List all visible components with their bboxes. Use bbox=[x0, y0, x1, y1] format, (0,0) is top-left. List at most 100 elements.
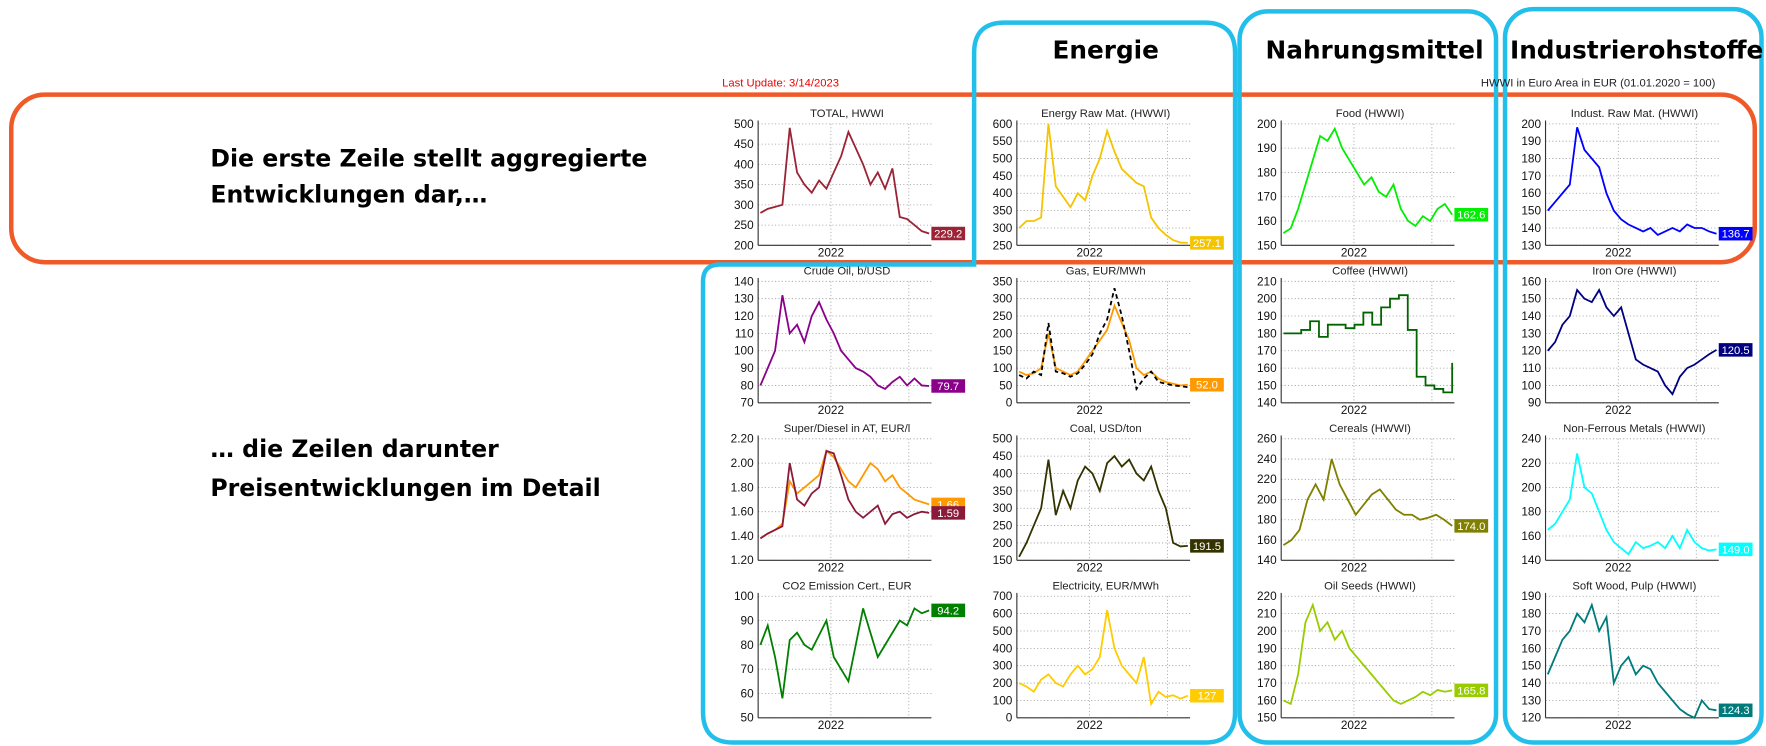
y-tick-label: 180 bbox=[1257, 165, 1277, 179]
y-tick-label: 200 bbox=[1257, 624, 1277, 638]
chart-title: Cereals (HWWI) bbox=[1329, 423, 1411, 435]
end-label: 52.0 bbox=[1196, 380, 1218, 392]
y-tick-label: 200 bbox=[1257, 292, 1277, 306]
y-tick-label: 200 bbox=[1521, 117, 1541, 131]
chart-title: Food (HWWI) bbox=[1336, 108, 1405, 120]
y-tick-label: 160 bbox=[1257, 361, 1277, 375]
series-line bbox=[759, 127, 930, 235]
end-label-box bbox=[1718, 226, 1753, 241]
y-tick-label: 300 bbox=[993, 292, 1013, 306]
y-tick-label: 240 bbox=[1257, 452, 1277, 466]
y-tick-label: 220 bbox=[1521, 456, 1541, 470]
end-label-box bbox=[1454, 207, 1489, 222]
end-label: 127 bbox=[1198, 691, 1217, 703]
end-label: 136.7 bbox=[1722, 229, 1750, 241]
food-frame bbox=[1237, 9, 1499, 745]
y-tick-label: 160 bbox=[1257, 693, 1277, 707]
y-tick-label: 150 bbox=[1521, 292, 1541, 306]
y-tick-label: 170 bbox=[1257, 676, 1277, 690]
last-update: Last Update: 3/14/2023 bbox=[722, 78, 839, 90]
end-label-box bbox=[1718, 343, 1753, 357]
y-tick-label: 500 bbox=[993, 624, 1013, 638]
series-line bbox=[1546, 602, 1717, 719]
y-tick-label: 70 bbox=[741, 396, 755, 410]
y-tick-label: 190 bbox=[1257, 641, 1277, 655]
y-tick-label: 100 bbox=[993, 693, 1013, 707]
y-tick-label: 140 bbox=[1257, 553, 1277, 567]
series-line bbox=[1547, 127, 1717, 236]
y-tick-label: 1.80 bbox=[731, 480, 754, 494]
y-tick-label: 170 bbox=[1257, 344, 1277, 358]
y-tick-label: 150 bbox=[993, 553, 1013, 567]
y-tick-label: 250 bbox=[993, 519, 1013, 533]
chart-title: Gas, EUR/MWh bbox=[1066, 266, 1146, 278]
chart-title: TOTAL, HWWI bbox=[810, 108, 884, 120]
y-tick-label: 190 bbox=[1257, 309, 1277, 323]
x-axis-label: 2022 bbox=[1341, 561, 1367, 575]
y-tick-label: 180 bbox=[1257, 659, 1277, 673]
y-tick-label: 350 bbox=[993, 204, 1013, 218]
y-tick-label: 100 bbox=[734, 344, 754, 358]
end-label: 124.3 bbox=[1722, 705, 1750, 717]
end-label-box bbox=[931, 379, 966, 393]
y-tick-label: 450 bbox=[993, 169, 1013, 183]
y-tick-label: 140 bbox=[1257, 396, 1277, 410]
y-tick-label: 160 bbox=[1521, 641, 1541, 655]
y-tick-label: 180 bbox=[1521, 607, 1541, 621]
y-tick-label: 0 bbox=[1006, 711, 1013, 725]
y-tick-label: 210 bbox=[1257, 607, 1277, 621]
series-line bbox=[759, 295, 930, 391]
end-label-box bbox=[931, 603, 966, 618]
x-axis-label: 2022 bbox=[818, 718, 844, 732]
y-tick-label: 160 bbox=[1521, 274, 1541, 288]
y-tick-label: 260 bbox=[1257, 432, 1277, 446]
y-tick-label: 200 bbox=[1257, 117, 1277, 131]
y-tick-label: 2.00 bbox=[731, 456, 754, 470]
x-axis-label: 2022 bbox=[1076, 403, 1102, 417]
y-tick-label: 150 bbox=[1257, 238, 1277, 252]
y-tick-label: 250 bbox=[734, 218, 754, 232]
y-tick-label: 200 bbox=[1257, 492, 1277, 506]
series-line bbox=[1282, 458, 1453, 546]
caption: Die erste Zeile stellt aggregierte bbox=[210, 145, 647, 173]
y-tick-label: 400 bbox=[993, 641, 1013, 655]
series-line bbox=[1018, 288, 1188, 392]
end-label-box bbox=[931, 226, 966, 241]
series-line bbox=[759, 449, 930, 540]
energy-frame bbox=[700, 20, 1238, 745]
y-tick-label: 100 bbox=[1521, 378, 1541, 392]
y-tick-label: 150 bbox=[1257, 378, 1277, 392]
y-tick-label: 100 bbox=[993, 361, 1013, 375]
y-tick-label: 300 bbox=[993, 659, 1013, 673]
y-tick-label: 400 bbox=[993, 466, 1013, 480]
y-tick-label: 130 bbox=[1521, 238, 1541, 252]
y-tick-label: 180 bbox=[1257, 326, 1277, 340]
series-line bbox=[1283, 602, 1453, 706]
end-label: 120.5 bbox=[1722, 345, 1750, 357]
y-tick-label: 100 bbox=[734, 589, 754, 603]
y-tick-label: 220 bbox=[1257, 472, 1277, 486]
y-tick-label: 170 bbox=[1257, 190, 1277, 204]
y-tick-label: 400 bbox=[734, 157, 754, 171]
end-label-box bbox=[1190, 378, 1224, 392]
end-label-box bbox=[1190, 688, 1224, 703]
y-tick-label: 200 bbox=[1521, 480, 1541, 494]
y-tick-label: 80 bbox=[741, 638, 755, 652]
end-label-box bbox=[1718, 703, 1753, 718]
end-label-box bbox=[1454, 683, 1489, 698]
end-label: 79.7 bbox=[937, 381, 959, 393]
end-label: 149.0 bbox=[1722, 544, 1750, 556]
chart-title: CO2 Emission Cert., EUR bbox=[782, 581, 911, 593]
y-tick-label: 50 bbox=[999, 378, 1013, 392]
x-axis-label: 2022 bbox=[818, 403, 844, 417]
y-tick-label: 220 bbox=[1257, 589, 1277, 603]
y-tick-label: 130 bbox=[1521, 326, 1541, 340]
y-tick-label: 130 bbox=[1521, 693, 1541, 707]
y-tick-label: 150 bbox=[1257, 711, 1277, 725]
end-label-box bbox=[1190, 236, 1224, 250]
x-axis-label: 2022 bbox=[1076, 718, 1102, 732]
chart-title: Indust. Raw Mat. (HWWI) bbox=[1571, 108, 1699, 120]
y-tick-label: 180 bbox=[1521, 505, 1541, 519]
y-tick-label: 150 bbox=[1521, 659, 1541, 673]
